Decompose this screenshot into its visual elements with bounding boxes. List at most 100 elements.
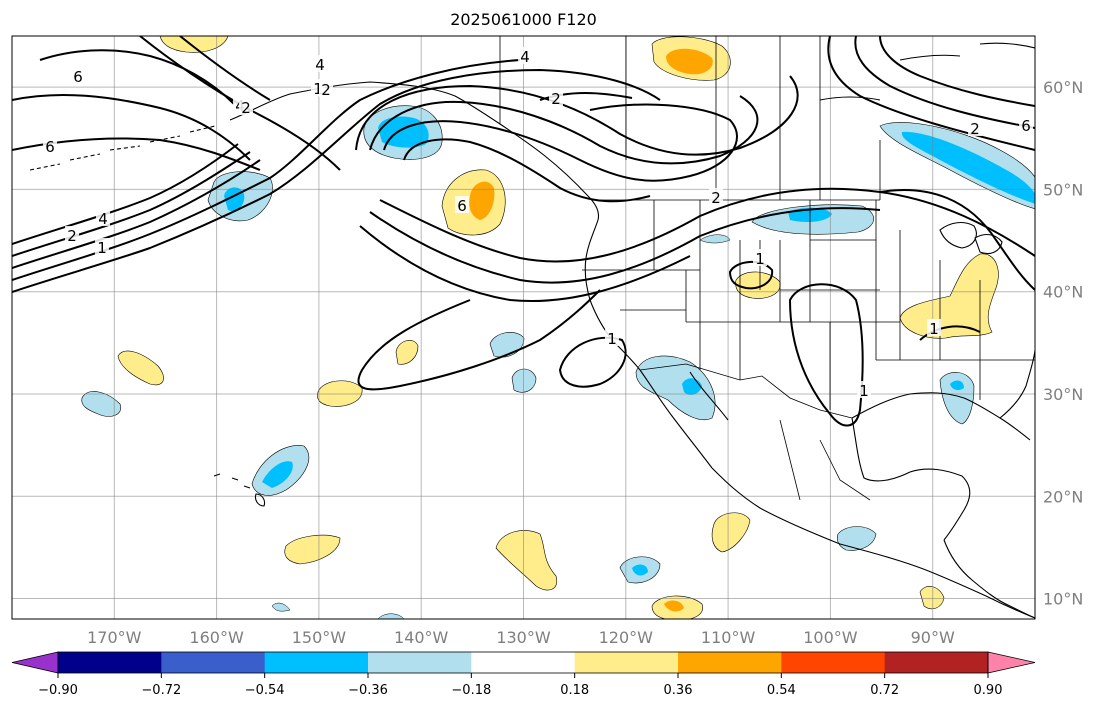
contour-line (788, 283, 864, 427)
colorbar-tick-label: −0.54 (245, 683, 285, 698)
contour-line (379, 187, 1035, 263)
colorbar-bin (781, 652, 886, 673)
contour-label-bg (455, 196, 469, 213)
shade-area (664, 600, 684, 612)
contour-label: 4 (98, 210, 108, 228)
colorbar-bin (884, 652, 989, 673)
contour-line (12, 68, 661, 293)
lon-tick-label: 160°W (189, 628, 244, 647)
coastline (999, 349, 1035, 419)
lon-tick-label: 150°W (292, 628, 347, 647)
latitude-ticks: 10°N 20°N 30°N 40°N 50°N 60°N (1043, 78, 1083, 608)
contour-line (369, 207, 881, 284)
contour-label: 2 (67, 227, 77, 245)
contour-label: 1 (313, 80, 323, 98)
contour-label: 2 (321, 81, 331, 99)
shade-area (919, 586, 945, 610)
coastline (939, 221, 1003, 255)
colorbar-tick-label: −0.72 (141, 683, 181, 698)
contour-label-bg (95, 238, 109, 255)
shade-area (81, 391, 122, 417)
colorbar-bin (58, 652, 162, 673)
contour-label-bg (968, 119, 982, 136)
contour-label: 6 (457, 197, 467, 215)
shade-area (469, 181, 495, 220)
contour-label-bg (43, 137, 57, 154)
contour-label: 2 (241, 99, 251, 117)
coastline (943, 539, 1035, 619)
lon-tick-label: 140°W (394, 628, 449, 647)
colorbar-bin (161, 652, 266, 673)
colorbar-tick-label: 0.36 (664, 683, 693, 698)
contour-label-bg (319, 80, 333, 97)
contour-line (369, 95, 759, 165)
contour-line (728, 261, 774, 290)
shade-area (939, 372, 975, 425)
shade-area (271, 602, 291, 612)
shade-area (899, 253, 999, 339)
shade-area (284, 534, 341, 565)
colorbar-tick-label: −0.18 (451, 683, 491, 698)
shade-area (395, 340, 419, 365)
contour-label-bg (518, 47, 532, 64)
contour-line (12, 143, 239, 245)
contour-label: 2 (711, 189, 721, 207)
contour-line (879, 36, 1035, 107)
contour-label-bg (709, 188, 723, 205)
contour-line (383, 103, 738, 182)
contour-line (39, 49, 235, 105)
contour-label: 4 (315, 56, 325, 74)
contour-label: 1 (97, 239, 107, 257)
coastline (639, 369, 729, 469)
colorbar-tick-label: 0.72 (870, 683, 899, 698)
colorbar-outline (57, 651, 989, 674)
lon-tick-label: 170°W (87, 628, 142, 647)
lat-tick-label: 10°N (1043, 590, 1083, 609)
shade-area (262, 461, 293, 488)
contour-label: 1 (755, 250, 765, 268)
contour-line (558, 336, 627, 388)
contour-label-bg (1019, 116, 1033, 133)
contour-line (12, 159, 261, 269)
contour-line (359, 225, 691, 303)
contour-label-bg (857, 381, 871, 398)
contour-label: 4 (520, 48, 530, 66)
contour-label: 2 (551, 90, 561, 108)
map-border (11, 35, 1036, 620)
contour-label: 6 (1021, 117, 1031, 135)
contour-line (919, 325, 981, 341)
shade-area (901, 131, 1035, 204)
contour-label-bg (549, 89, 563, 106)
shade-area (666, 48, 713, 75)
contour-label-bg (239, 98, 253, 115)
coastlines (29, 42, 1035, 619)
border (779, 419, 871, 501)
contour-line (179, 36, 271, 101)
lon-tick-label: 110°W (701, 628, 756, 647)
contour-labels: 12464612426642112112 (43, 47, 1033, 400)
contour-label-bg (65, 226, 79, 243)
map-plot-area: 12464612426642112112 (12, 36, 1035, 619)
contour-line (403, 138, 651, 203)
shade-area (632, 564, 648, 576)
colorbar-bin (264, 652, 369, 673)
shade-area (159, 36, 229, 53)
colorbar-bin (471, 652, 576, 673)
lon-tick-label: 120°W (599, 628, 654, 647)
lon-tick-label: 90°W (911, 628, 955, 647)
border (625, 36, 881, 200)
contour-line (827, 36, 1035, 151)
colorbar-tick-label: 0.90 (974, 683, 1003, 698)
coastline (711, 467, 1035, 619)
coastline (29, 125, 216, 171)
colorbar-bin (574, 652, 679, 673)
contour-line (12, 93, 251, 161)
contour-label-bg (753, 249, 767, 266)
contour-label-bg (71, 67, 85, 84)
contour-label: 2 (970, 120, 980, 138)
lon-tick-label: 130°W (496, 628, 551, 647)
contour-label: 6 (73, 68, 83, 86)
lat-tick-label: 20°N (1043, 487, 1083, 506)
contour-line (879, 189, 1035, 291)
